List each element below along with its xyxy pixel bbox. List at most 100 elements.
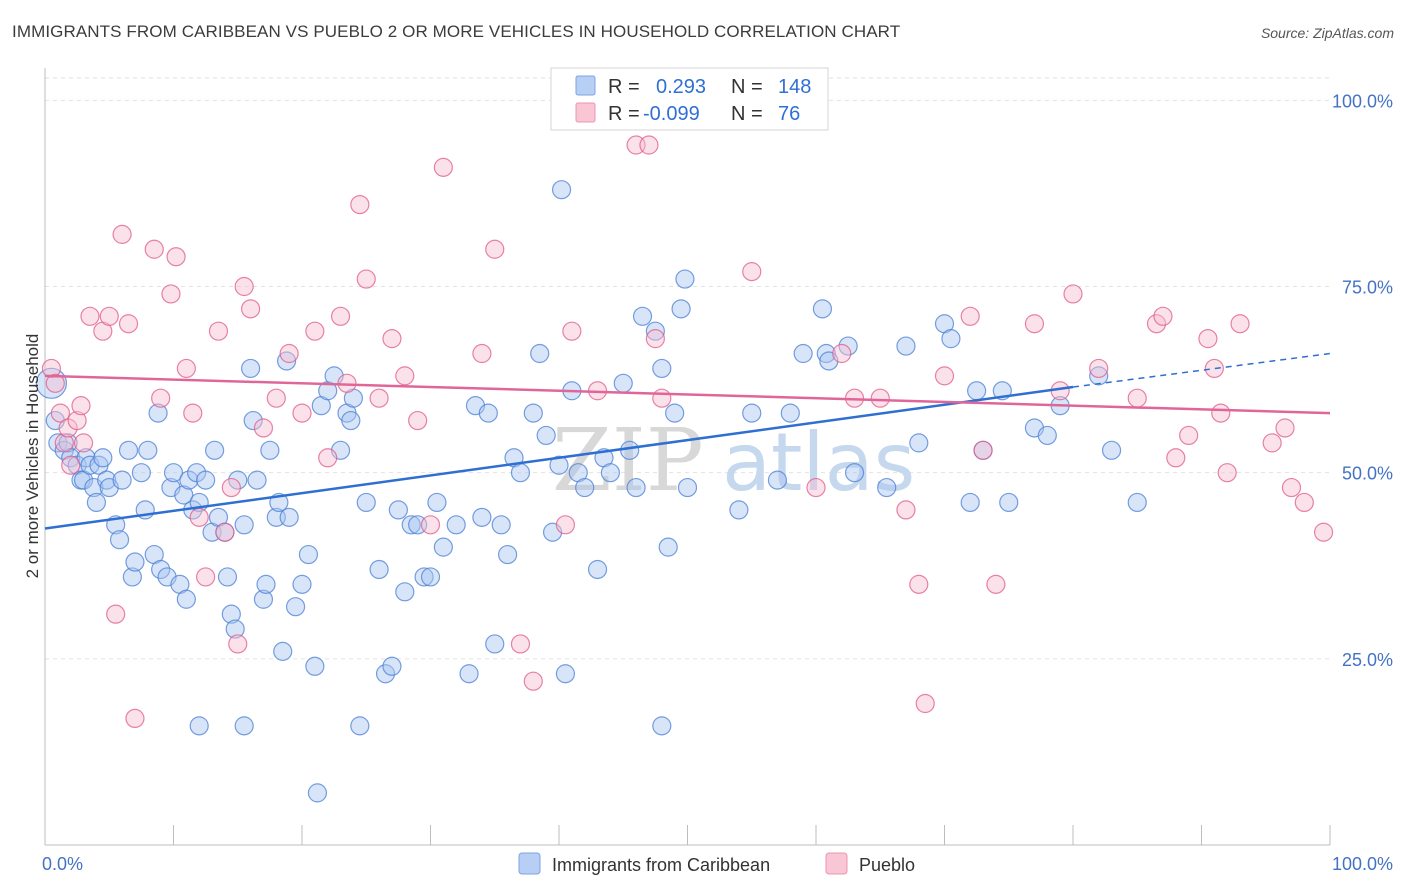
point-pueblo [71,396,91,416]
x-tick-label-end: 100.0% [1332,854,1393,874]
gridlines [45,77,1330,660]
point-caribbean [189,716,209,736]
point-pueblo [960,306,980,326]
point-pueblo [485,239,505,259]
point-pueblo [1127,388,1147,408]
point-pueblo [176,358,196,379]
point-caribbean [433,537,453,557]
legend-r-value-blue: 0.293 [656,76,706,98]
point-caribbean [179,470,199,490]
point-caribbean [551,180,572,200]
point-pueblo [54,433,74,453]
point-caribbean [780,403,800,423]
point-caribbean [388,500,408,520]
point-caribbean [530,343,550,364]
point-caribbean [401,515,421,535]
point-caribbean [176,589,196,609]
point-pueblo [1153,306,1173,326]
point-pueblo [41,358,62,379]
point-pueblo [73,433,94,453]
point-caribbean [729,500,749,520]
point-pueblo [99,306,119,326]
point-pueblo [1313,522,1334,542]
point-caribbean [658,537,678,557]
series-legend: Immigrants from Caribbean Pueblo [518,852,915,875]
point-caribbean [112,470,132,490]
point-caribbean [256,574,276,594]
point-caribbean [652,358,672,379]
point-caribbean [307,783,328,803]
point-caribbean [896,336,916,356]
point-pueblo [870,388,890,408]
point-pueblo [221,477,241,498]
point-pueblo [510,634,531,654]
trend-line-caribbean-extension [1072,352,1331,388]
point-caribbean [626,477,646,498]
y-tick-labels: 25.0% 50.0% 75.0% 100.0% [1332,91,1393,669]
point-pueblo [318,448,338,468]
point-caribbean [812,299,833,319]
point-caribbean [253,589,274,609]
point-caribbean [613,373,633,393]
bottom-legend-swatch-pink [825,852,848,875]
point-pueblo [472,343,492,364]
point-pueblo [1024,314,1045,334]
y-tick-label: 100.0% [1332,91,1393,111]
legend-swatch-blue [575,75,596,96]
point-pueblo [973,440,993,460]
bottom-legend-label-pueblo: Pueblo [859,855,915,875]
point-caribbean [645,321,665,341]
point-caribbean [1037,425,1057,446]
trend-line-caribbean [44,385,1074,530]
x-tick-labels: 0.0% 100.0% [42,854,1393,874]
source-credit: Source: ZipAtlas.com [1260,25,1394,41]
point-pueblo [67,410,87,431]
point-caribbean [148,403,168,423]
point-caribbean [427,492,447,513]
point-caribbean [97,470,117,490]
point-caribbean [125,552,145,572]
point-pueblo [61,455,81,475]
point-caribbean [510,463,531,483]
point-caribbean [652,716,672,736]
point-pueblo [369,388,389,408]
point-pueblo [1217,463,1237,483]
point-caribbean [292,574,312,594]
point-caribbean [677,477,698,498]
point-pueblo [151,388,171,408]
point-pueblo [253,418,274,438]
point-caribbean [217,567,238,587]
point-pueblo [433,157,453,177]
point-caribbean [1089,366,1109,386]
point-pueblo [356,269,376,289]
point-pueblo [330,306,351,326]
point-pueblo [266,388,286,408]
point-pueblo [896,500,916,520]
point-caribbean [632,306,653,326]
point-caribbean [298,544,319,565]
point-caribbean [234,716,254,736]
bottom-legend-label-caribbean: Immigrants from Caribbean [552,855,770,875]
stats-legend-box [550,67,829,131]
point-caribbean [671,299,691,319]
point-caribbean [221,604,241,624]
point-caribbean [498,544,518,565]
point-caribbean [620,440,640,460]
point-pueblo [395,366,415,386]
point-pueblo [118,314,139,334]
bottom-legend-swatch-blue [518,852,541,875]
point-caribbean [844,463,865,483]
point-caribbean [228,470,248,490]
chart-title: IMMIGRANTS FROM CARIBBEAN VS PUEBLO 2 OR… [12,22,901,41]
y-tick-label: 75.0% [1342,278,1393,298]
point-caribbean [243,410,263,431]
point-caribbean [485,634,505,654]
point-caribbean [420,567,441,587]
point-caribbean [675,269,695,289]
point-caribbean [375,664,396,684]
legend-r-value-pink: -0.099 [643,103,700,125]
point-caribbean [382,656,402,676]
point-caribbean [369,559,389,580]
point-caribbean [247,470,267,490]
point-caribbean [196,470,216,490]
